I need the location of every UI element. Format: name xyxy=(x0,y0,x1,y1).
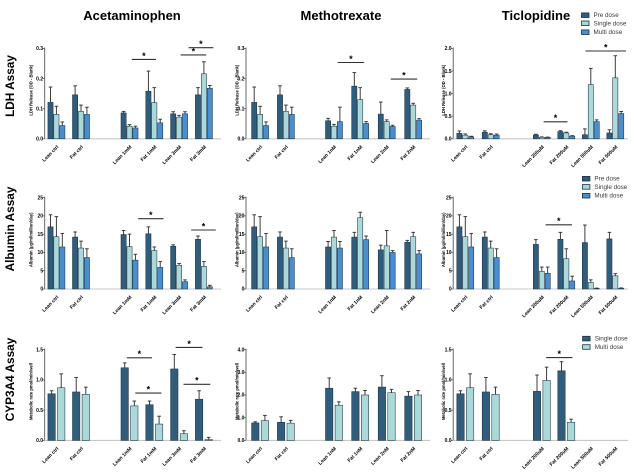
svg-text:Single dose: Single dose xyxy=(595,336,628,343)
svg-text:15: 15 xyxy=(38,232,44,238)
svg-text:15: 15 xyxy=(446,232,452,238)
svg-text:5: 5 xyxy=(449,268,452,274)
svg-text:3.0: 3.0 xyxy=(237,370,244,376)
svg-text:Metabolic rate pmol/min/well: Metabolic rate pmol/min/well xyxy=(441,363,446,420)
svg-text:10: 10 xyxy=(239,250,245,256)
svg-text:1.5: 1.5 xyxy=(445,347,452,353)
svg-text:2.0: 2.0 xyxy=(237,393,244,399)
svg-text:0: 0 xyxy=(449,287,452,293)
svg-text:0.2: 0.2 xyxy=(237,76,244,82)
svg-text:10: 10 xyxy=(38,250,44,256)
svg-text:Methotrexate: Methotrexate xyxy=(301,8,382,23)
svg-text:5: 5 xyxy=(242,268,245,274)
svg-text:*: * xyxy=(402,71,406,81)
svg-text:10: 10 xyxy=(446,250,452,256)
svg-text:Multi dose: Multi dose xyxy=(595,344,624,351)
svg-text:0: 0 xyxy=(242,287,245,293)
svg-text:1.5: 1.5 xyxy=(36,347,43,353)
svg-text:LDH Release (OD - Blank): LDH Release (OD - Blank) xyxy=(441,64,446,116)
svg-text:1.0: 1.0 xyxy=(445,91,452,97)
svg-text:1.5: 1.5 xyxy=(445,69,452,75)
svg-text:Albumin (µg/ml/million/day): Albumin (µg/ml/million/day) xyxy=(29,212,34,267)
svg-text:*: * xyxy=(187,339,191,349)
svg-text:0.0: 0.0 xyxy=(237,137,244,143)
svg-text:25: 25 xyxy=(446,195,452,201)
svg-text:Multi dose: Multi dose xyxy=(594,29,623,36)
svg-text:1.0: 1.0 xyxy=(445,378,452,384)
svg-text:Multi dose: Multi dose xyxy=(594,193,623,200)
svg-text:LDH Assay: LDH Assay xyxy=(3,55,17,117)
svg-text:*: * xyxy=(149,210,153,220)
svg-text:Acetaminophen: Acetaminophen xyxy=(83,8,181,23)
svg-text:Metabolic rate pmol/min/well: Metabolic rate pmol/min/well xyxy=(235,363,240,420)
svg-text:CYP3A4 Assay: CYP3A4 Assay xyxy=(3,337,17,421)
svg-text:*: * xyxy=(192,46,196,56)
svg-text:0.3: 0.3 xyxy=(36,46,43,52)
svg-text:*: * xyxy=(138,349,142,359)
svg-text:0.5: 0.5 xyxy=(445,408,452,414)
svg-text:*: * xyxy=(557,216,561,226)
svg-text:Pre dose: Pre dose xyxy=(594,12,620,19)
svg-text:20: 20 xyxy=(446,214,452,220)
svg-text:*: * xyxy=(199,39,203,49)
svg-text:0.1: 0.1 xyxy=(237,106,244,112)
svg-text:*: * xyxy=(195,376,199,386)
svg-text:*: * xyxy=(147,385,151,395)
svg-text:0.1: 0.1 xyxy=(36,106,43,112)
svg-text:0: 0 xyxy=(40,287,43,293)
svg-text:0.0: 0.0 xyxy=(445,438,452,444)
svg-text:*: * xyxy=(202,221,206,231)
svg-text:Metabolic rate pmol/min/well: Metabolic rate pmol/min/well xyxy=(29,363,34,420)
svg-text:25: 25 xyxy=(38,195,44,201)
svg-text:0.2: 0.2 xyxy=(36,76,43,82)
svg-text:1.0: 1.0 xyxy=(36,378,43,384)
svg-text:25: 25 xyxy=(239,195,245,201)
svg-text:20: 20 xyxy=(239,214,245,220)
svg-text:*: * xyxy=(554,113,558,123)
svg-text:4.0: 4.0 xyxy=(237,347,244,353)
svg-text:*: * xyxy=(349,54,353,64)
svg-text:Single dose: Single dose xyxy=(594,184,627,191)
svg-text:Albumin (µg/ml/million/day): Albumin (µg/ml/million/day) xyxy=(441,212,446,267)
svg-text:2.0: 2.0 xyxy=(445,46,452,52)
svg-text:*: * xyxy=(604,42,608,52)
svg-text:5: 5 xyxy=(40,268,43,274)
svg-text:LDH Release (OD - Blank): LDH Release (OD - Blank) xyxy=(235,64,240,116)
svg-text:Ticlopidine: Ticlopidine xyxy=(502,8,570,23)
svg-text:0.5: 0.5 xyxy=(36,408,43,414)
svg-text:0.0: 0.0 xyxy=(237,438,244,444)
svg-text:Albumin Assay: Albumin Assay xyxy=(3,186,17,271)
svg-text:20: 20 xyxy=(38,214,44,220)
svg-text:1.0: 1.0 xyxy=(237,415,244,421)
svg-text:15: 15 xyxy=(239,232,245,238)
svg-text:*: * xyxy=(142,51,146,61)
svg-text:0.3: 0.3 xyxy=(237,46,244,52)
svg-text:0.0: 0.0 xyxy=(445,137,452,143)
svg-text:0.0: 0.0 xyxy=(36,438,43,444)
svg-text:0.0: 0.0 xyxy=(36,137,43,143)
svg-text:*: * xyxy=(558,349,562,359)
svg-text:LDH Release (OD - Blank): LDH Release (OD - Blank) xyxy=(29,64,34,116)
svg-text:0.5: 0.5 xyxy=(445,114,452,120)
svg-text:Single dose: Single dose xyxy=(594,20,627,27)
svg-text:Pre dose: Pre dose xyxy=(594,176,620,183)
svg-text:Albumin (µg/ml/million/day): Albumin (µg/ml/million/day) xyxy=(235,212,240,267)
